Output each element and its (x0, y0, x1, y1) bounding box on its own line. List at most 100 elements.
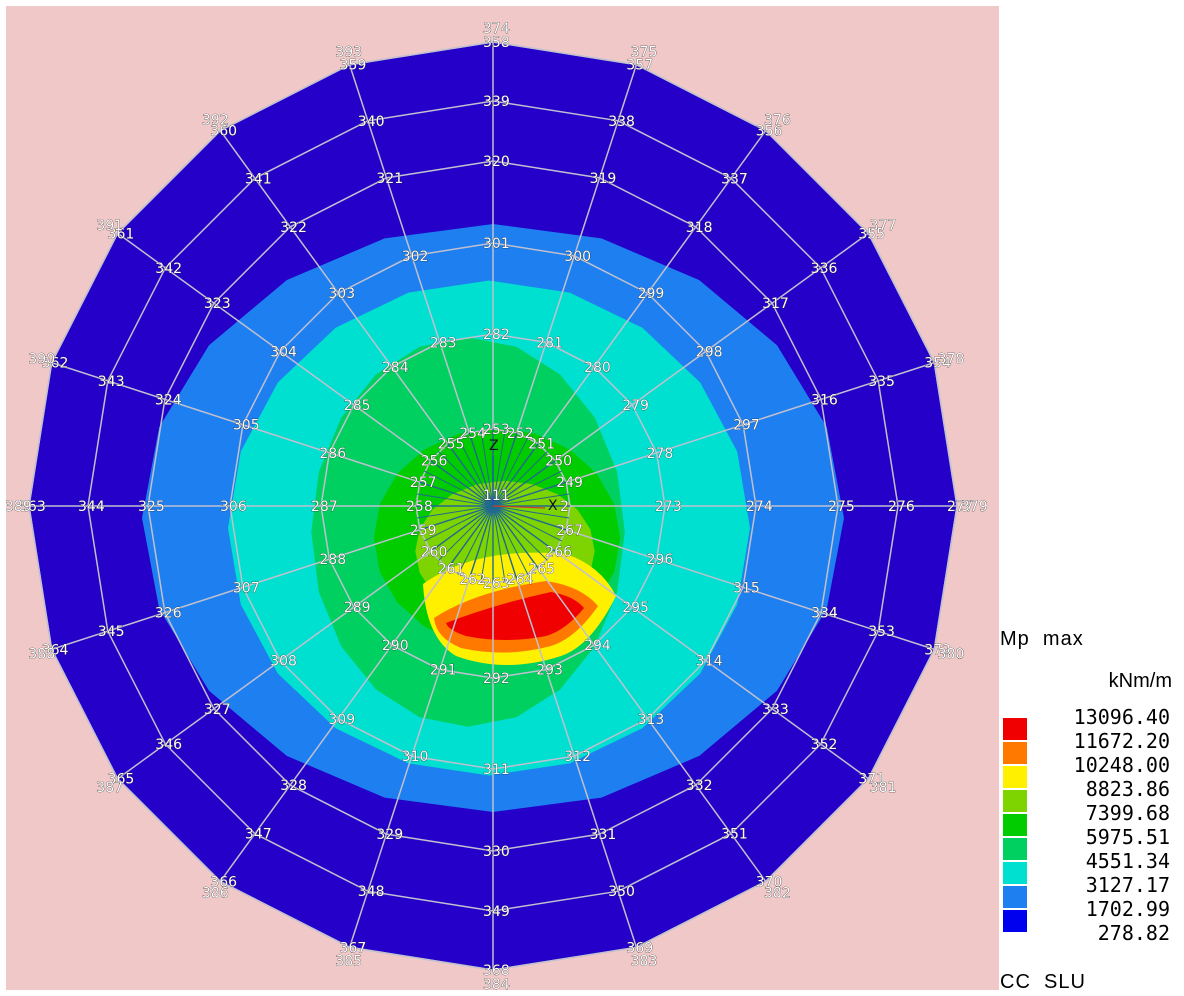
node-label: 298 (696, 344, 723, 360)
node-label: 340 (358, 114, 385, 130)
centre-fan-line (424, 470, 494, 507)
centre-fan-line (492, 505, 567, 531)
centre-fan-line (492, 505, 548, 561)
centre-fan-line (480, 429, 494, 507)
node-label: 353 (868, 624, 895, 640)
node-label: 363 (19, 499, 46, 515)
node-label: 380 (938, 647, 965, 663)
centre-fan-line (480, 505, 494, 583)
node-label: 323 (204, 296, 231, 312)
centre-fan-line (416, 505, 494, 519)
node-label: 357 (626, 58, 653, 74)
node-label: 294 (584, 638, 611, 654)
node-label: 352 (811, 737, 838, 753)
node-label: 347 (245, 827, 272, 843)
contour-plot-area: Z X 111 2 249 250 251 252 253 254 255 256 257 258 259 2… (6, 6, 999, 990)
node-label: 339 (483, 94, 510, 110)
node-label: 306 (220, 499, 247, 515)
node-label: 332 (686, 778, 713, 794)
node-label: 326 (155, 606, 182, 622)
node-label: 297 (733, 418, 760, 434)
node-label: 322 (280, 220, 307, 236)
node-label: 289 (344, 600, 371, 616)
axis-x-line (492, 505, 546, 509)
node-label: 278 (647, 446, 674, 462)
mesh-spoke (554, 232, 869, 462)
node-label: 372 (924, 642, 951, 658)
node-label: 385 (335, 954, 362, 970)
legend-title: Mp max (1000, 628, 1084, 651)
node-label: 304 (270, 344, 297, 360)
mesh-spoke (516, 578, 638, 948)
centre-fan-line (492, 443, 539, 507)
node-label: 338 (608, 114, 635, 130)
node-label: 367 (340, 940, 367, 956)
node-label: 318 (686, 220, 713, 236)
node-label: 293 (536, 663, 563, 679)
node-label: 302 (402, 249, 429, 265)
legend-stat: max (1042, 628, 1084, 650)
mesh-spoke (565, 361, 935, 483)
node-label: 359 (340, 58, 367, 74)
node-label: 265 (528, 561, 555, 577)
mesh-spoke (117, 550, 432, 780)
load-case: CC (1000, 971, 1031, 993)
centre-fan-line (419, 505, 494, 531)
load-case-label: CC SLU (1000, 971, 1086, 994)
legend-swatch (1003, 814, 1027, 836)
centre-fan-line (492, 481, 567, 507)
legend-value: 3127.17 (1085, 873, 1170, 897)
node-label: 316 (811, 392, 838, 408)
node-label: 345 (98, 624, 125, 640)
mesh-spoke (219, 567, 449, 882)
centre-fan-line (468, 505, 494, 580)
node-label: 256 (421, 454, 448, 470)
node-label: 344 (78, 499, 105, 515)
centre-fan-line (430, 460, 494, 507)
node-label: 255 (438, 437, 465, 453)
legend-swatch (1003, 886, 1027, 908)
legend-swatch (1003, 838, 1027, 860)
node-label: 346 (155, 737, 182, 753)
node-label: 376 (764, 112, 791, 128)
centre-fan-line (492, 505, 562, 542)
node-label: 253 (483, 422, 510, 438)
legend-swatch (1003, 766, 1027, 788)
legend-value: 278.82 (1097, 921, 1170, 945)
node-label: 251 (528, 437, 555, 453)
node-label: 317 (762, 296, 789, 312)
node-label: 337 (721, 171, 748, 187)
node-label: 111 (483, 488, 510, 504)
node-label: 355 (858, 226, 885, 242)
node-label: 391 (96, 218, 123, 234)
axis-z-label: Z (489, 438, 499, 454)
mesh-spoke (51, 529, 421, 651)
node-label: 274 (746, 499, 773, 515)
legend-value: 4551.34 (1085, 849, 1170, 873)
node-label: 300 (564, 249, 591, 265)
legend-value: 5975.51 (1085, 825, 1170, 849)
centre-fan-line (438, 451, 494, 507)
node-label: 258 (406, 499, 433, 515)
node-label: 308 (270, 654, 297, 670)
node-label: 264 (507, 572, 534, 588)
node-label: 295 (622, 600, 649, 616)
legend-value: 8823.86 (1085, 777, 1170, 801)
centre-fan-line (447, 505, 494, 569)
node-label: 333 (762, 702, 789, 718)
node-label: 290 (382, 638, 409, 654)
node-label: 257 (410, 475, 437, 491)
node-label: 284 (382, 360, 409, 376)
node-label: 329 (376, 827, 403, 843)
centre-fan-line (468, 432, 494, 507)
node-label: 291 (430, 663, 457, 679)
node-label: 325 (138, 499, 165, 515)
node-label: 331 (590, 827, 617, 843)
node-label: 321 (376, 171, 403, 187)
node-label: 307 (233, 580, 260, 596)
mesh-spoke (537, 567, 767, 882)
centre-fan-line (492, 460, 556, 507)
node-label: 310 (402, 749, 429, 765)
node-label: 362 (42, 356, 69, 372)
